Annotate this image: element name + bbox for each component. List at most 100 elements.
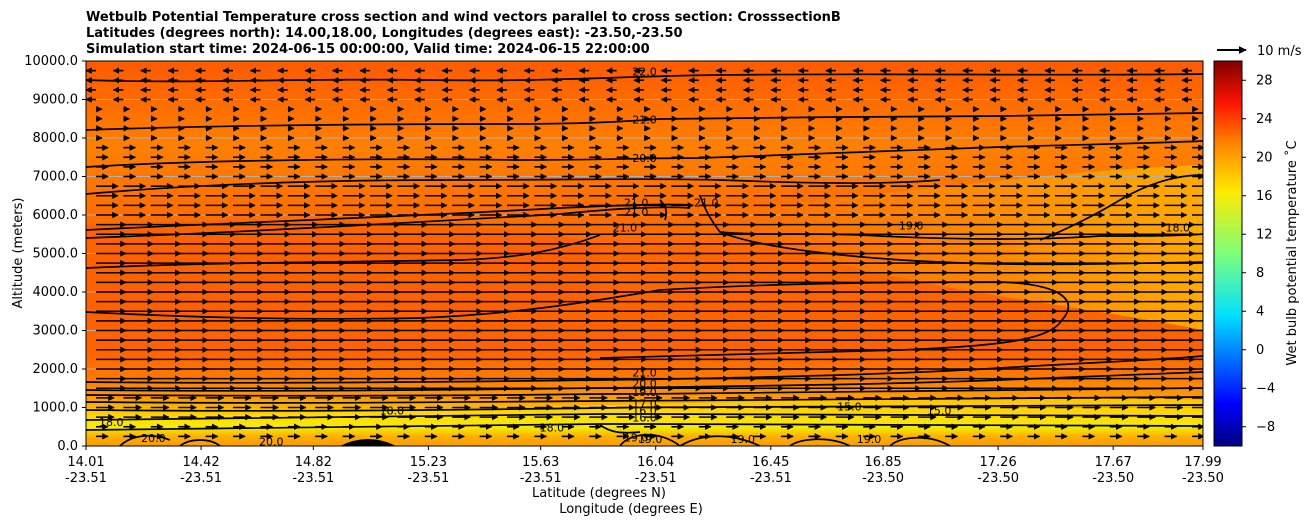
contour-line	[699, 195, 1203, 240]
x-tick-lon: -23.51	[635, 471, 677, 486]
x-tick-lat: 17.67	[1095, 455, 1132, 470]
colorbar-ticks: 28 24 20 16 12 8 4 0 −4 −8	[1242, 73, 1275, 435]
y-tick-label: 7000.0	[33, 170, 79, 185]
colorbar-tick-label: 24	[1256, 112, 1273, 127]
colorbar-tick-label: 8	[1256, 266, 1264, 281]
y-tick-label: 1000.0	[33, 401, 79, 416]
x-tick-lon: -23.50	[862, 471, 904, 486]
colorbar-gradient	[1213, 60, 1243, 447]
colorbar-tick-label: 12	[1256, 227, 1273, 242]
x-tick-lon: -23.51	[65, 471, 107, 486]
contour-label: 21.0	[632, 367, 657, 380]
colorbar-tick-label: −4	[1256, 381, 1275, 396]
contour-label: 19.0	[857, 433, 882, 446]
x-tick-lat: 16.85	[864, 455, 901, 470]
quiver-key-label: 10 m/s	[1257, 44, 1302, 59]
contour-label: 20.0	[259, 436, 284, 449]
x-tick-lon: -23.51	[520, 471, 562, 486]
quiver-key: 10 m/s	[1217, 44, 1302, 59]
colorbar-label: Wet bulb potential temperature ˚C	[1284, 140, 1300, 365]
contour-line	[86, 413, 1203, 421]
y-axis-label: Altitude (meters)	[11, 198, 26, 309]
contour-line	[86, 387, 1203, 397]
contour-label: 21.0	[624, 196, 649, 209]
x-tick-lat: 15.23	[410, 455, 447, 470]
y-tick-label: 6000.0	[33, 208, 79, 223]
contour-line	[599, 424, 641, 434]
contour-line	[86, 355, 1203, 384]
x-axis: 14.01-23.5114.42-23.5114.82-23.5115.23-2…	[65, 446, 1224, 486]
contour-label: 21.0	[624, 206, 649, 219]
contour-label: 19.0	[638, 433, 663, 446]
contour-label: 22.0	[632, 66, 657, 79]
contour-line	[86, 178, 941, 195]
x-tick-lat: 17.99	[1184, 455, 1221, 470]
x-tick-lat: 16.45	[752, 455, 789, 470]
x-tick-lat: 16.04	[637, 455, 674, 470]
contour-label: 18.0	[380, 404, 405, 417]
y-tick-label: 8000.0	[33, 131, 79, 146]
contour-label: 20.0	[141, 432, 166, 445]
contour-label: 21.0	[632, 114, 657, 127]
x-tick-lon: -23.50	[1182, 471, 1224, 486]
y-tick-label: 10000.0	[24, 54, 78, 69]
contour-line	[119, 434, 171, 446]
y-tick-label: 3000.0	[33, 324, 79, 339]
x-axis-label-2: Longitude (degrees E)	[559, 502, 703, 517]
contour-line	[179, 439, 221, 446]
x-tick-lat: 17.26	[980, 455, 1017, 470]
chart-title: Wetbulb Potential Temperature cross sect…	[86, 10, 841, 57]
y-tick-label: 4000.0	[33, 285, 79, 300]
contour-label: 19.0	[899, 220, 924, 233]
colorbar-tick-label: 16	[1256, 189, 1273, 204]
plot-area: 22.021.020.021.021.021.021.019.0 18.021.0…	[86, 61, 1203, 449]
x-tick-lon: -23.50	[1092, 471, 1134, 486]
colorbar: 28 24 20 16 12 8 4 0 −4 −8 Wet bulb potential tem…	[1213, 60, 1300, 447]
x-tick-lat: 14.82	[295, 455, 332, 470]
contour-labels: 22.021.020.021.021.021.021.019.0 18.021.0…	[99, 66, 1190, 449]
x-tick-lon: -23.51	[180, 471, 222, 486]
contour-line	[679, 435, 761, 446]
colorbar-tick-label: 0	[1256, 343, 1264, 358]
y-tick-label: 5000.0	[33, 247, 79, 262]
contour-line	[86, 234, 601, 269]
contour-label: 15.0	[837, 401, 862, 414]
x-tick-lat: 14.01	[67, 455, 104, 470]
x-tick-lat: 14.42	[182, 455, 219, 470]
contour-label: 20.0	[632, 152, 657, 165]
x-axis-label: Latitude (degrees N)	[532, 486, 666, 501]
contour-label: 19.0	[632, 386, 657, 399]
title-line-2: Latitudes (degrees north): 14.00,18.00, …	[86, 26, 683, 41]
y-tick-label: 2000.0	[33, 362, 79, 377]
x-tick-lat: 15.63	[522, 455, 559, 470]
wind-vectors	[86, 67, 1203, 440]
contour-line	[86, 371, 1203, 392]
colorbar-tick-label: 4	[1256, 304, 1264, 319]
terrain-bump	[340, 439, 396, 446]
contour-label: 18.0	[99, 416, 124, 429]
contour-label: 17.0	[632, 397, 657, 410]
colorbar-tick-label: 20	[1256, 150, 1273, 165]
colorbar-tick-label: −8	[1256, 420, 1275, 435]
contour-line	[86, 396, 1203, 404]
y-axis: 0.0 1000.0 2000.0 3000.0 4000.0 5000.0 6000.0 7…	[24, 54, 86, 454]
contour-line	[86, 112, 1203, 131]
y-tick-label: 9000.0	[33, 93, 79, 108]
x-tick-lon: -23.51	[750, 471, 792, 486]
colorbar-tick-label: 28	[1256, 73, 1273, 88]
y-tick-label: 0.0	[57, 439, 78, 454]
contour-label: 21.0	[613, 221, 638, 234]
contour-label: 19.0	[730, 433, 755, 446]
contour-label: 20.0	[632, 377, 657, 390]
cool-tongue-right	[720, 165, 1203, 330]
contour-label: 16.0	[632, 411, 657, 424]
contour-label: 21.0	[694, 196, 719, 209]
contour-label: 18.0	[540, 422, 565, 435]
x-tick-lon: -23.51	[292, 471, 334, 486]
x-tick-lon: -23.50	[977, 471, 1019, 486]
contour-line	[889, 436, 951, 446]
contour-label: 18.0	[1165, 221, 1190, 234]
title-line-1: Wetbulb Potential Temperature cross sect…	[86, 10, 841, 25]
contour-label: 15.0	[927, 404, 952, 417]
